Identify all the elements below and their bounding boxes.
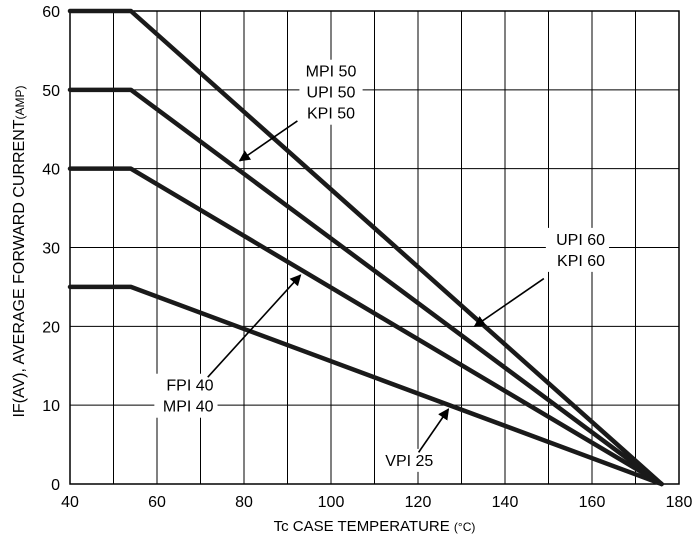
x-tick-label: 160 [579, 494, 606, 511]
annotation-arrow [417, 408, 450, 453]
y-tick-label: 50 [42, 83, 60, 100]
x-tick-label: 80 [235, 494, 253, 511]
annotation-arrow [207, 274, 302, 378]
y-axis-title-unit: (AMP) [13, 85, 27, 119]
y-tick-label: 0 [51, 477, 60, 494]
x-tick-label: 100 [318, 494, 345, 511]
annotation-label: FPI 40 [166, 378, 213, 395]
y-tick-label: 10 [42, 398, 60, 415]
annotation-label: KPI 60 [557, 253, 605, 270]
x-tick-label: 180 [666, 494, 693, 511]
y-axis-title-main: IF(AV), AVERAGE FORWARD CURRENT [11, 119, 28, 417]
annotation-label: KPI 50 [307, 106, 355, 123]
x-tick-label: 60 [148, 494, 166, 511]
x-tick-label: 120 [405, 494, 432, 511]
annotation-label: MPI 40 [163, 399, 214, 416]
annotation-label: VPI 25 [385, 453, 433, 470]
annotation-label: MPI 50 [306, 64, 357, 81]
x-axis-title-main: Tc CASE TEMPERATURE [274, 518, 454, 535]
x-tick-label: 40 [61, 494, 79, 511]
series-line-2 [67, 87, 664, 487]
plot-frame [69, 10, 680, 485]
y-tick-label: 40 [42, 162, 60, 179]
tick-labels: 40 60 80 100 120 140 160 180 0 10 20 30 40 50 60 [42, 4, 692, 511]
annotation-3: FPI 40 MPI 40 [154, 274, 302, 418]
annotation-arrow [473, 277, 545, 327]
x-axis-title: Tc CASE TEMPERATURE (°C) [274, 518, 476, 535]
annotation-backing [545, 227, 610, 272]
annotation-backing [154, 373, 218, 418]
y-tick-label: 30 [42, 241, 60, 258]
series-line-4 [67, 284, 664, 487]
annotation-2: UPI 60 KPI 60 [473, 227, 610, 327]
annotation-backing [299, 59, 363, 125]
annotation-4: VPI 25 [377, 408, 450, 472]
y-tick-label: 20 [42, 319, 60, 336]
annotation-backing [377, 448, 441, 472]
annotation-label: UPI 50 [307, 85, 356, 102]
x-axis-title-unit: (°C) [454, 520, 475, 534]
annotation-1: MPI 50 UPI 50 KPI 50 [238, 59, 363, 162]
series-line-3 [67, 166, 664, 487]
y-tick-label: 60 [42, 4, 60, 21]
annotation-arrow [238, 120, 298, 162]
annotations: MPI 50 UPI 50 KPI 50 UPI 60 KPI 60 FPI 40 MPI … [154, 59, 610, 472]
x-tick-label: 140 [492, 494, 519, 511]
annotation-label: UPI 60 [556, 232, 605, 249]
y-axis-title: IF(AV), AVERAGE FORWARD CURRENT(AMP) [11, 85, 28, 417]
